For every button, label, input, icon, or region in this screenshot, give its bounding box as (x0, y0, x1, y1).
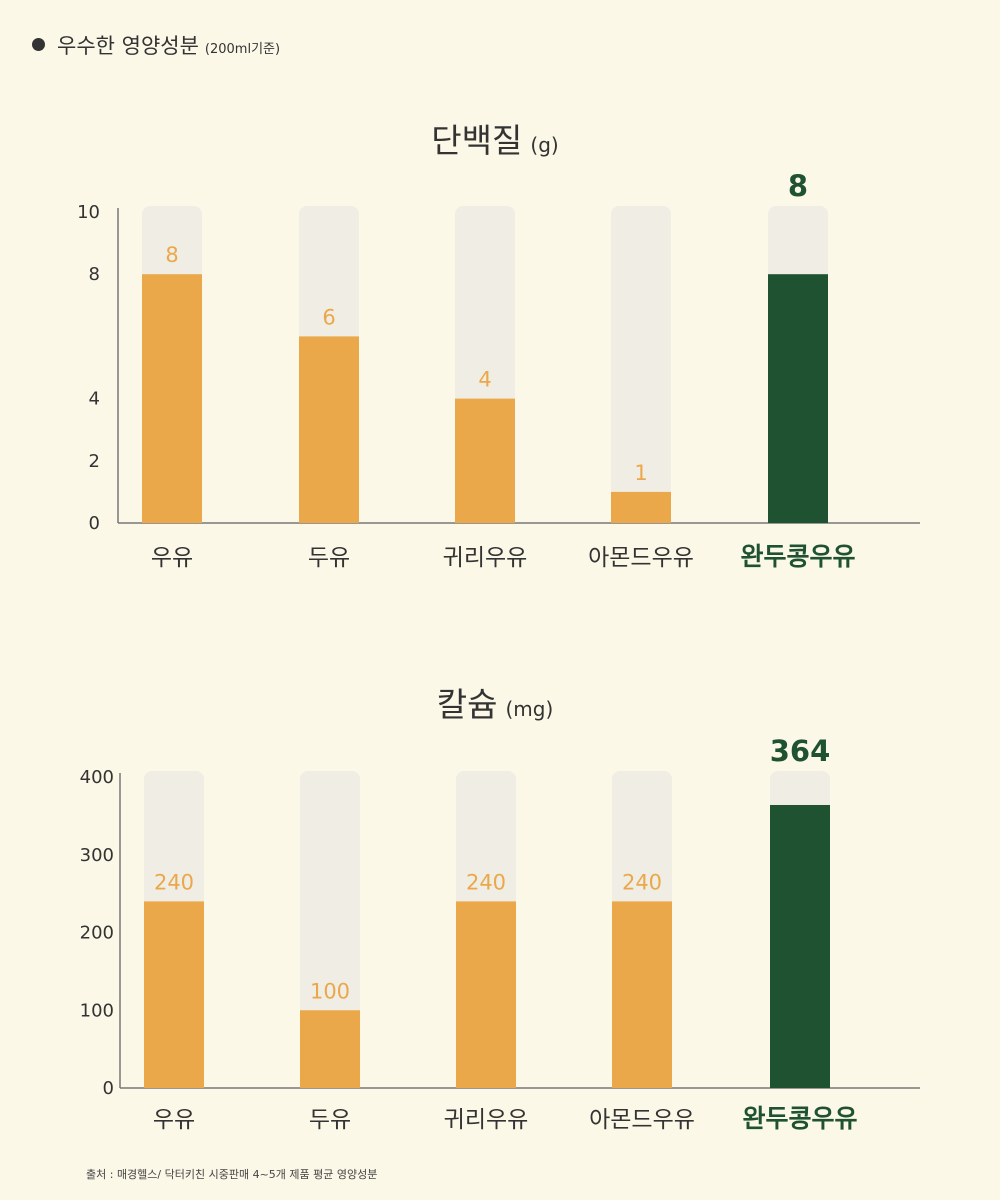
highlight-category-label: 완두콩우유 (740, 542, 855, 571)
highlight-value-label: 8 (788, 169, 808, 203)
y-tick-label: 400 (80, 767, 114, 788)
bar (612, 901, 672, 1088)
section-subtitle: (200ml기준) (204, 42, 281, 57)
y-tick-label: 200 (80, 923, 114, 944)
category-label: 아몬드우유 (589, 1107, 695, 1133)
value-label: 240 (622, 870, 662, 894)
chart-unit: (g) (530, 133, 558, 157)
value-label: 8 (165, 243, 178, 267)
bar (455, 398, 515, 523)
bullet-icon (32, 38, 45, 51)
chart-title: 칼슘 (mg) (437, 685, 554, 724)
value-label: 6 (322, 305, 335, 329)
y-tick-label: 0 (103, 1078, 114, 1099)
category-label: 두유 (309, 1107, 351, 1133)
bar (611, 491, 671, 523)
value-label: 240 (154, 870, 194, 894)
y-tick-label: 2 (89, 451, 100, 472)
value-label: 240 (466, 870, 506, 894)
bar (456, 901, 516, 1088)
chart-title-text: 단백질 (431, 121, 522, 160)
section-header: 우수한 영양성분 (200ml기준) (32, 30, 280, 60)
bar (142, 274, 202, 523)
category-label: 우유 (153, 1107, 195, 1133)
y-tick-label: 10 (77, 202, 100, 223)
section-title: 우수한 영양성분 (57, 34, 199, 58)
y-tick-label: 100 (80, 1000, 114, 1021)
bar (144, 901, 204, 1088)
y-tick-label: 8 (89, 264, 100, 285)
y-tick-label: 4 (89, 389, 100, 410)
chart-unit: (mg) (505, 697, 553, 721)
calcium-chart: 칼슘 (mg) 0 100 200 300 400 240 우유 100 두유 240 귀리우유 240 아… (80, 685, 920, 1133)
category-label: 귀리우유 (443, 545, 528, 571)
category-label: 귀리우유 (444, 1107, 529, 1133)
category-label: 아몬드우유 (588, 545, 694, 571)
highlight-value-label: 364 (770, 734, 831, 768)
value-label: 4 (478, 368, 491, 392)
bar (299, 336, 359, 523)
category-label: 우유 (151, 545, 193, 571)
bar (300, 1010, 360, 1088)
chart-title: 단백질 (g) (431, 121, 558, 160)
source-note: 출처 : 매경헬스/ 닥터키친 시중판매 4~5개 제품 평균 영양성분 (86, 1168, 378, 1181)
bar-track (611, 206, 671, 523)
y-tick-label: 300 (80, 845, 114, 866)
chart-title-text: 칼슘 (437, 685, 498, 724)
highlight-bar (768, 274, 828, 523)
value-label: 1 (634, 461, 647, 485)
value-label: 100 (310, 979, 350, 1003)
y-tick-label: 0 (89, 513, 100, 534)
highlight-category-label: 완두콩우유 (742, 1104, 857, 1133)
category-label: 두유 (308, 545, 350, 571)
protein-chart: 단백질 (g) 0 2 4 8 10 8 우유 6 두유 4 귀리우유 1 아몬드우유 8 완두콩우유 (77, 121, 920, 571)
bar-track (300, 771, 360, 1088)
highlight-bar (770, 804, 830, 1088)
